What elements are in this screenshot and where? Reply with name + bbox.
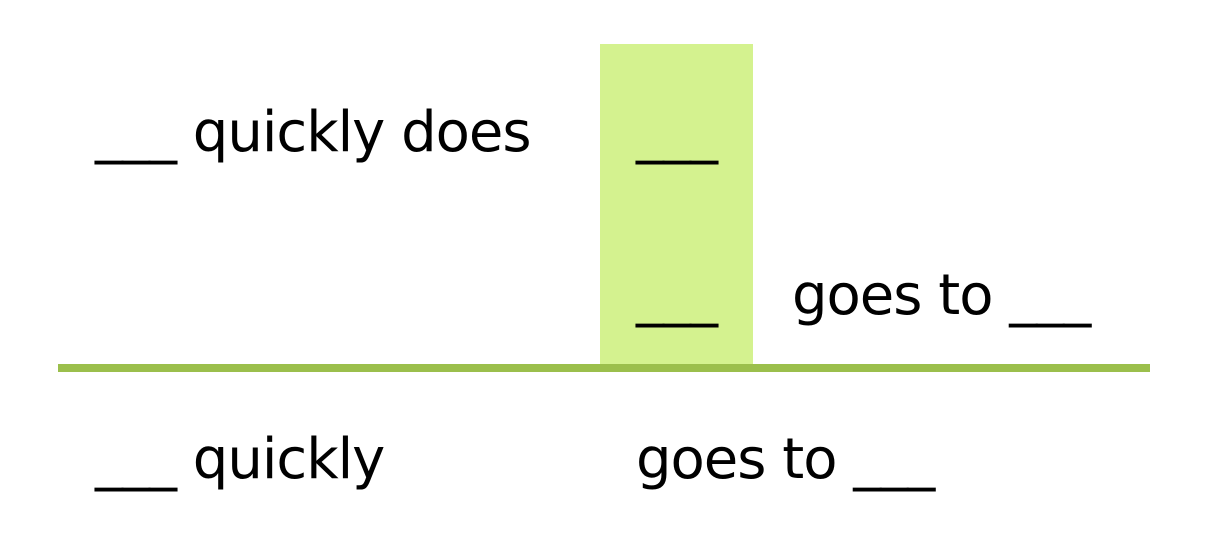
top-row1-left-phrase: ___ quickly does: [95, 100, 532, 165]
top-row2-highlight-blank: ___: [636, 263, 718, 328]
bottom-left-phrase: ___ quickly: [95, 427, 385, 492]
bottom-right-phrase: goes to ___: [636, 427, 935, 492]
highlight-column: [600, 44, 753, 370]
top-row1-highlight-blank: ___: [636, 100, 718, 165]
top-row2-right-phrase: goes to ___: [792, 263, 1091, 328]
divider-line: [58, 364, 1150, 372]
